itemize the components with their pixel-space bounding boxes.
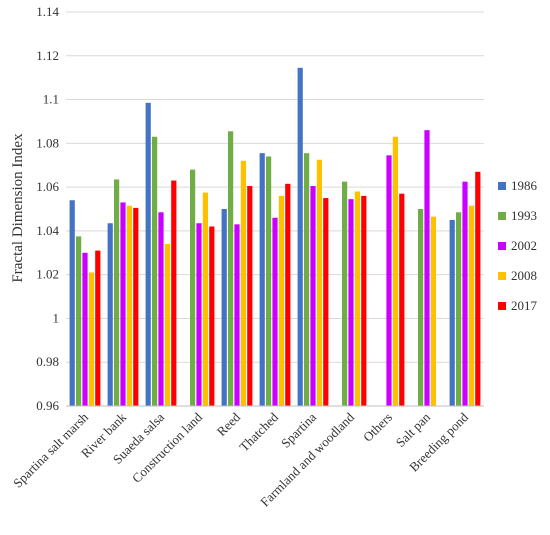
y-tick-label: 1.06 [36, 179, 59, 194]
bar-2008-1 [126, 205, 132, 406]
bar-1993-9 [418, 209, 424, 406]
bar-1993-1 [114, 179, 120, 406]
bar-2002-4 [234, 224, 240, 406]
bar-2017-0 [95, 250, 101, 406]
legend-label: 2002 [511, 238, 537, 253]
bar-2002-7 [348, 199, 354, 406]
y-tick-label: 1 [53, 310, 60, 325]
bar-2008-3 [202, 192, 208, 406]
x-tick-label: Construction land [129, 409, 206, 486]
bar-2008-7 [354, 191, 360, 406]
bar-2002-1 [120, 202, 126, 406]
legend-label: 2017 [511, 298, 538, 313]
bar-1986-6 [297, 67, 303, 406]
bar-1993-7 [342, 181, 348, 406]
bar-1986-10 [449, 219, 455, 406]
x-tick-label: Reed [214, 409, 244, 439]
bar-2008-8 [392, 136, 398, 406]
y-tick-label: 1.12 [36, 48, 59, 63]
legend-swatch [498, 242, 506, 250]
y-tick-label: 1.02 [36, 267, 59, 282]
y-tick-labels: 0.96 0.98 1 1.02 1.04 1.06 1.08 1.1 1.12 1.14 [36, 4, 59, 413]
bar-1986-2 [145, 102, 151, 406]
legend-label: 1993 [511, 208, 537, 223]
legend-swatch [498, 182, 506, 190]
bar-2017-4 [247, 186, 253, 406]
bar-2002-6 [310, 186, 316, 406]
bar-1986-4 [221, 209, 227, 406]
bars [69, 67, 481, 407]
bar-1993-6 [304, 153, 310, 406]
bar-2002-2 [158, 212, 164, 406]
x-tick-label: Others [360, 410, 395, 445]
legend-swatch [498, 212, 506, 220]
bar-2002-8 [386, 155, 392, 406]
bar-2008-5 [278, 195, 284, 406]
y-tick-label: 0.96 [36, 398, 59, 413]
bar-2008-0 [88, 272, 94, 406]
bar-1986-1 [107, 223, 113, 406]
bar-2017-8 [399, 193, 405, 406]
bar-1993-3 [190, 169, 196, 406]
x-tick-label: Thatched [236, 409, 281, 454]
bar-1993-5 [266, 156, 272, 406]
legend: 1986 1993 2002 2008 2017 [498, 178, 538, 313]
legend-swatch [498, 302, 506, 310]
bar-2002-0 [82, 252, 88, 406]
bar-1993-0 [76, 236, 82, 406]
y-axis-title: Fractal Dimension Index [10, 133, 26, 283]
y-tick-label: 1.14 [36, 4, 59, 19]
legend-label: 1986 [511, 178, 538, 193]
bar-2017-1 [133, 207, 139, 406]
bar-2017-2 [171, 180, 177, 406]
bar-2002-3 [196, 223, 202, 406]
bar-1993-10 [456, 212, 462, 406]
bar-2008-6 [316, 159, 322, 406]
bar-2017-7 [361, 195, 367, 406]
bar-1986-5 [259, 153, 265, 406]
y-tick-label: 1.04 [36, 223, 59, 238]
y-tick-label: 1.1 [43, 92, 59, 107]
bar-2017-6 [323, 198, 329, 406]
bar-2017-5 [285, 183, 291, 406]
bar-2008-9 [430, 216, 436, 406]
bar-2008-10 [468, 205, 474, 406]
bar-2002-10 [462, 181, 468, 406]
bar-1986-0 [69, 200, 75, 406]
bar-1993-4 [228, 131, 234, 407]
bar-2017-10 [475, 171, 481, 406]
legend-swatch [498, 272, 506, 280]
bar-2017-3 [209, 226, 215, 406]
y-tick-label: 0.98 [36, 354, 59, 369]
bar-2008-4 [240, 160, 246, 406]
bar-2002-5 [272, 217, 278, 406]
bar-1993-2 [152, 136, 158, 406]
bar-2008-2 [164, 244, 170, 406]
bar-2002-9 [424, 130, 430, 406]
y-tick-label: 1.08 [36, 135, 59, 150]
legend-label: 2008 [511, 268, 537, 283]
